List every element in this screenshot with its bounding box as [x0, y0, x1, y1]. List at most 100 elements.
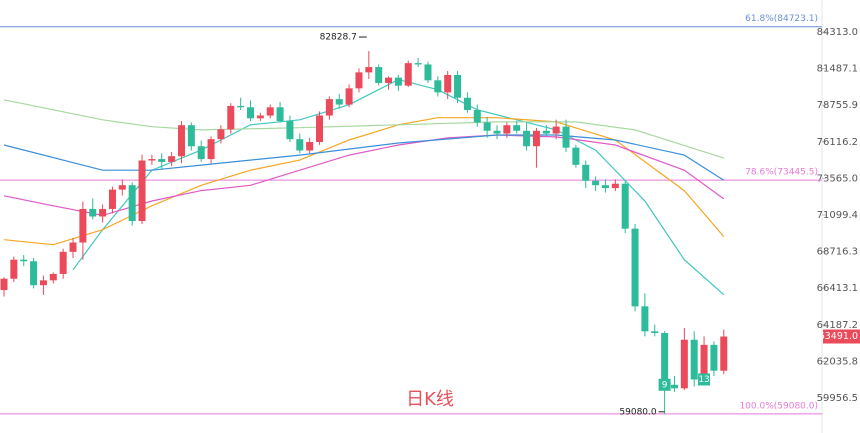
level-label: 61.8%(84723.1) [745, 14, 818, 24]
candle-body [592, 180, 600, 186]
candle-body [0, 278, 8, 291]
td-marker-box [658, 378, 671, 391]
candle-body [690, 339, 698, 380]
candle-body [473, 110, 481, 123]
y-tick-label: 73565.0 [817, 173, 858, 184]
candle-body [463, 97, 471, 111]
candle-body [108, 189, 116, 209]
ma-line [3, 134, 725, 217]
candle-body [217, 129, 225, 140]
td-marker-label: 13 [698, 375, 709, 385]
candle-body [237, 105, 245, 108]
candle-body [562, 126, 570, 148]
candle-body [720, 336, 728, 371]
watermark: 日K线 [406, 389, 454, 410]
candle-body [670, 384, 678, 389]
high-label: 82828.7 [320, 33, 357, 43]
candle-body [651, 331, 659, 333]
candle-body [621, 183, 629, 229]
y-tick-label: 64187.2 [817, 320, 858, 331]
y-tick-label: 78755.9 [817, 100, 858, 111]
ma-line [72, 78, 725, 296]
candle-body [256, 115, 264, 119]
candle-body [601, 185, 609, 189]
candle-body [404, 63, 412, 86]
y-tick-label: 59956.5 [817, 393, 858, 404]
y-tick-label: 66413.1 [817, 283, 858, 294]
candle-body [39, 280, 47, 286]
candle-body [118, 185, 126, 190]
candle-body [247, 107, 254, 119]
candle-body [552, 126, 560, 134]
candle-body [168, 156, 176, 162]
candle-body [138, 160, 146, 222]
candle-body [523, 130, 531, 147]
candle-body [444, 74, 452, 93]
candle-body [424, 64, 432, 81]
candle-body [641, 306, 649, 332]
candle-body [49, 273, 57, 281]
candle-body [128, 185, 136, 222]
candle-body [10, 259, 18, 279]
candle-body [365, 67, 373, 73]
candle-body [532, 130, 540, 147]
candle-body [680, 339, 688, 389]
candle-body [493, 130, 501, 134]
candle-body [414, 63, 422, 65]
candle-body [197, 146, 205, 160]
candle-body [394, 77, 402, 86]
candle-body [20, 259, 28, 262]
candle-body [572, 147, 580, 165]
level-label: 78.6%(73445.5) [745, 168, 818, 178]
td-marker-box [698, 373, 711, 386]
candle-body [227, 105, 235, 130]
candle-body [177, 125, 185, 157]
candle-body [385, 77, 393, 83]
candle-body [345, 88, 353, 105]
candle-body [611, 183, 619, 189]
candle-body [483, 122, 491, 131]
candle-body [542, 130, 550, 134]
candle-body [89, 208, 97, 217]
candle-body [207, 139, 215, 160]
candle-body [325, 99, 333, 116]
candle-body [503, 125, 511, 134]
candle-body [99, 208, 107, 217]
candle-body [286, 121, 294, 140]
candle-body [582, 164, 590, 181]
candle-body [59, 251, 67, 274]
ma-line [3, 117, 725, 246]
candle-body [266, 107, 274, 116]
last-price-box [823, 329, 860, 344]
y-tick-label: 62035.8 [817, 356, 858, 367]
candle-body [513, 125, 521, 131]
y-tick-label: 76116.2 [817, 137, 858, 148]
y-tick-label: 68716.3 [817, 247, 858, 258]
ma-line [3, 134, 725, 181]
last-price-label: 63491.0 [819, 331, 858, 342]
candle-body [710, 344, 718, 371]
candle-body [661, 332, 669, 385]
candle-body [296, 139, 304, 151]
candle-body [700, 344, 708, 380]
y-tick-label: 84313.0 [817, 27, 858, 38]
candle-body [434, 80, 442, 93]
candle-body [276, 107, 284, 122]
candle-body [158, 159, 166, 162]
candle-body [187, 125, 195, 147]
candle-body [30, 261, 38, 286]
candle-body [316, 115, 324, 142]
candle-body [355, 72, 363, 89]
candle-body [454, 74, 462, 98]
candle-body [79, 208, 87, 243]
level-label: 100.0%(59080.0) [739, 401, 818, 411]
ma-line [3, 99, 724, 159]
candle-body [335, 99, 343, 105]
candle-body [69, 242, 77, 252]
candle-body [306, 141, 314, 151]
td-marker-label: 9 [662, 380, 668, 390]
candle-body [148, 159, 156, 161]
low-label: 59080.0 [619, 407, 656, 417]
candle-body [631, 228, 639, 307]
